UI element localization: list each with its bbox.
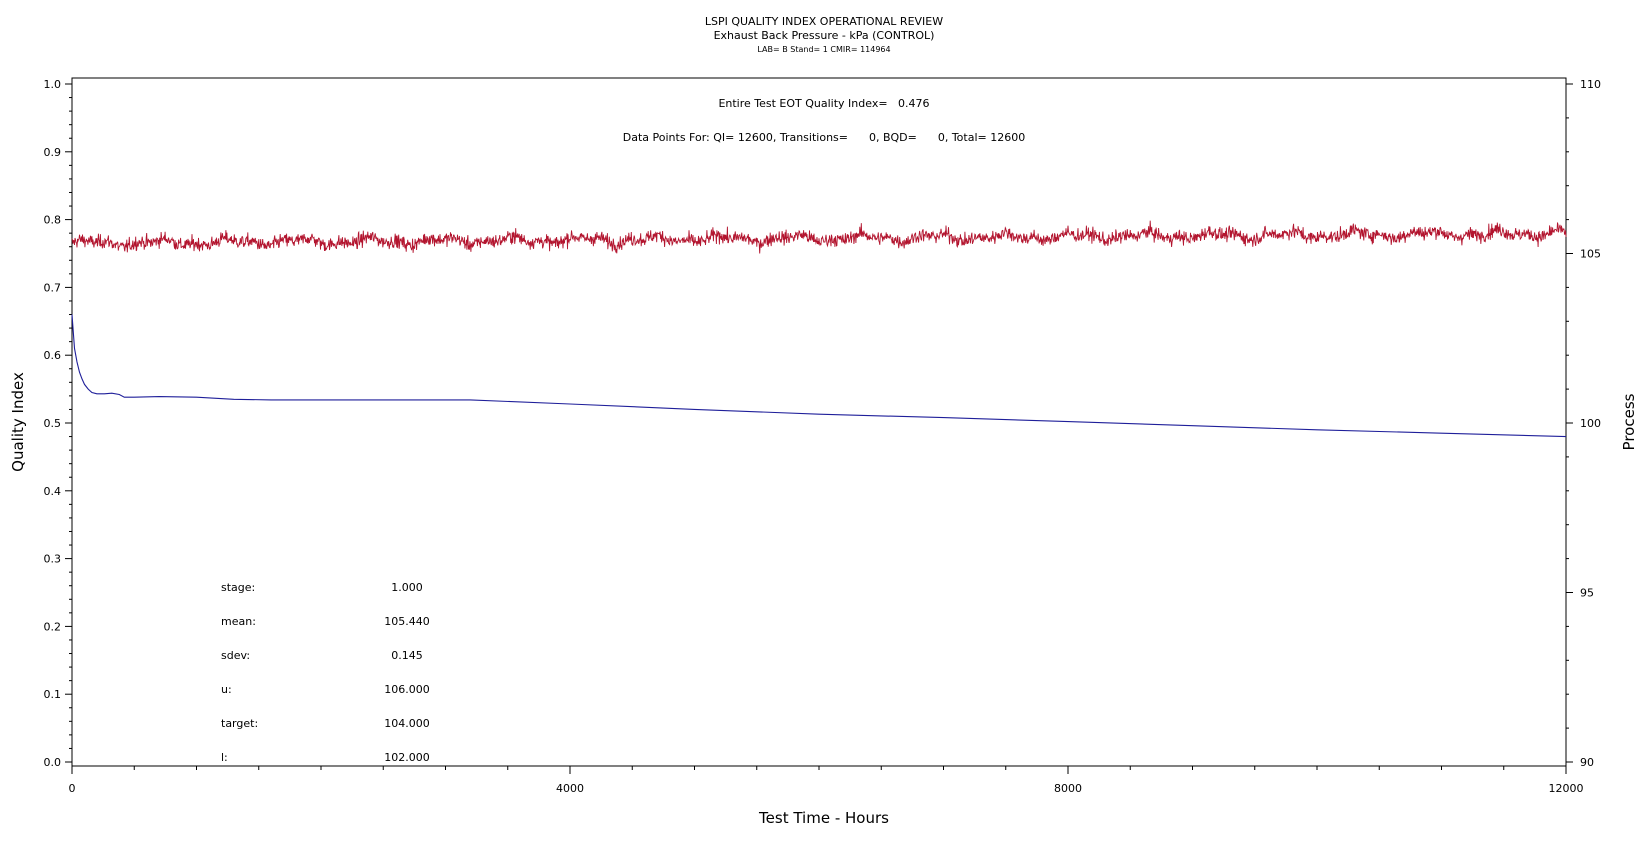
x-axis-label: Test Time - Hours bbox=[758, 809, 889, 827]
annotation-eot: Entire Test EOT Quality Index= 0.476 bbox=[718, 97, 929, 110]
series-quality-index-line bbox=[71, 314, 1567, 438]
y-axis-right-label: Process bbox=[1620, 393, 1638, 450]
x-tick-label: 0 bbox=[69, 782, 76, 795]
y-right-tick-label: 100 bbox=[1580, 417, 1601, 430]
y-right-tick-label: 105 bbox=[1580, 248, 1601, 261]
stat-value: 0.145 bbox=[391, 649, 423, 662]
stat-value: 102.000 bbox=[384, 751, 430, 764]
y-axis-left: 0.0 0.1 0.2 0.3 0.4 0.5 0.6 0.7 0.8 0.9 1.0 bbox=[44, 78, 72, 769]
x-tick-label: 8000 bbox=[1054, 782, 1082, 795]
stat-label: u: bbox=[221, 683, 232, 696]
stat-label: l: bbox=[221, 751, 228, 764]
stat-value: 104.000 bbox=[384, 717, 430, 730]
y-left-tick-label: 0.4 bbox=[44, 485, 62, 498]
y-left-tick-label: 0.8 bbox=[44, 214, 62, 227]
y-left-tick-label: 1.0 bbox=[44, 78, 62, 91]
x-tick-label: 4000 bbox=[556, 782, 584, 795]
x-tick-label: 12000 bbox=[1549, 782, 1584, 795]
stat-label: stage: bbox=[221, 581, 255, 594]
series-process-line bbox=[71, 220, 1567, 254]
y-right-tick-label: 110 bbox=[1580, 78, 1601, 91]
annotation-data-points: Data Points For: QI= 12600, Transitions=… bbox=[623, 131, 1025, 144]
stat-value: 1.000 bbox=[391, 581, 423, 594]
y-right-tick-label: 95 bbox=[1580, 587, 1594, 600]
stat-value: 105.440 bbox=[384, 615, 430, 628]
chart-subtitle: Exhaust Back Pressure - kPa (CONTROL) bbox=[714, 29, 935, 42]
y-left-tick-label: 0.0 bbox=[44, 756, 62, 769]
stat-value: 106.000 bbox=[384, 683, 430, 696]
stat-label: sdev: bbox=[221, 649, 250, 662]
chart-title: LSPI QUALITY INDEX OPERATIONAL REVIEW bbox=[705, 15, 943, 28]
chart-subsubtitle: LAB= B Stand= 1 CMIR= 114964 bbox=[757, 45, 890, 54]
y-left-tick-label: 0.9 bbox=[44, 146, 62, 159]
y-left-tick-label: 0.2 bbox=[44, 620, 62, 633]
x-axis: 0 4000 8000 12000 bbox=[69, 766, 1584, 795]
y-right-tick-label: 90 bbox=[1580, 756, 1594, 769]
stat-label: mean: bbox=[221, 615, 256, 628]
stats-block: stage: 1.000 mean: 105.440 sdev: 0.145 u: 106.0… bbox=[221, 581, 430, 764]
y-axis-right: 90 95 100 105 110 bbox=[1566, 78, 1601, 769]
y-left-tick-label: 0.1 bbox=[44, 688, 62, 701]
y-axis-left-label: Quality Index bbox=[9, 372, 27, 472]
y-left-tick-label: 0.6 bbox=[44, 349, 62, 362]
plot-area bbox=[71, 77, 1567, 767]
y-left-tick-label: 0.7 bbox=[44, 281, 62, 294]
y-left-tick-label: 0.3 bbox=[44, 553, 62, 566]
stat-label: target: bbox=[221, 717, 258, 730]
y-left-tick-label: 0.5 bbox=[44, 417, 62, 430]
